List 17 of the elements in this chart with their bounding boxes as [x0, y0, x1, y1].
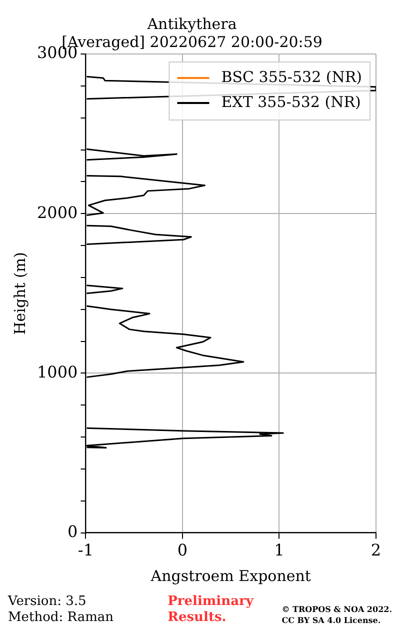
chart-title: Antikythera — [146, 14, 237, 33]
y-tick-label: 2000 — [37, 202, 78, 222]
text: Version: 3.5 — [8, 594, 88, 610]
x-tick-label: 2 — [370, 540, 382, 560]
y-tick-label: 0 — [68, 522, 78, 541]
text: Preliminary Results. — [168, 594, 255, 626]
y-axis-title: Height (m) — [10, 252, 29, 335]
x-tick-label: -1 — [78, 540, 94, 560]
x-axis-title: Angstroem Exponent — [150, 566, 311, 585]
legend-label: EXT 355-532 (NR) — [221, 92, 361, 111]
text: Method: Raman — [8, 610, 114, 626]
x-tick-label: 1 — [274, 540, 284, 560]
text: CC BY SA 4.0 License. — [282, 615, 382, 626]
x-tick-label: 0 — [177, 540, 188, 560]
legend-label: BSC 355-532 (NR) — [221, 68, 362, 86]
text: © TROPOS & NOA 2022. — [282, 604, 392, 615]
y-tick-label: 1000 — [37, 362, 78, 382]
